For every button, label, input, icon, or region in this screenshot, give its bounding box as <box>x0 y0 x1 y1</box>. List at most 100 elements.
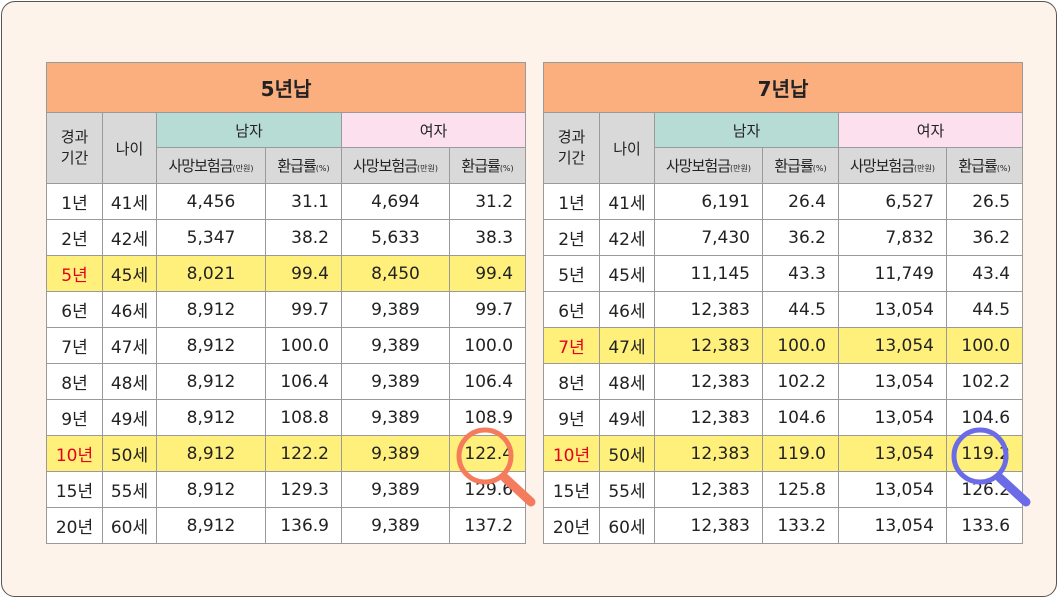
female-death-benefit-cell: 13,054 <box>838 435 947 472</box>
female-refund-rate-cell: 36.2 <box>945 219 1024 256</box>
table-title: 7년납 <box>542 62 1024 113</box>
age-cell: 48세 <box>102 363 157 400</box>
female-refund-rate-cell: 106.4 <box>448 363 527 400</box>
female-header: 여자 <box>340 112 527 148</box>
male-refund-rate-cell: 136.9 <box>265 507 342 544</box>
death-benefit-unit: (만원) <box>232 164 254 173</box>
refund-table-5yr: 5년납 경과 기간 나이 남자 여자 사망보험금(만원) 환급률(%) 사망보험… <box>45 62 527 544</box>
refund-rate-label: 환급률 <box>277 157 316 175</box>
age-cell: 41세 <box>599 183 655 220</box>
refund-rate-unit: (%) <box>812 164 827 173</box>
period-header: 경과 기간 <box>46 112 103 184</box>
age-cell: 41세 <box>102 183 157 220</box>
period-header-label: 경과 기간 <box>60 128 89 167</box>
male-refund-rate-cell: 26.4 <box>762 183 839 220</box>
male-death-benefit-cell: 12,383 <box>654 291 763 328</box>
magnifier-icon <box>951 427 1031 507</box>
death-benefit-header: 사망보험금(만원) <box>156 147 266 184</box>
period-cell: 5년 <box>46 255 103 292</box>
female-death-benefit-cell: 4,694 <box>341 183 450 220</box>
period-cell: 5년 <box>543 255 600 292</box>
magnifier-ring <box>951 427 1009 485</box>
period-cell: 15년 <box>543 471 600 508</box>
male-death-benefit-cell: 8,021 <box>156 255 266 292</box>
age-cell: 42세 <box>102 219 157 256</box>
female-death-benefit-cell: 13,054 <box>838 327 947 364</box>
male-refund-rate-cell: 104.6 <box>762 399 839 436</box>
magnifier-icon <box>456 427 536 507</box>
period-cell: 6년 <box>46 291 103 328</box>
female-death-benefit-cell: 7,832 <box>838 219 947 256</box>
period-cell: 20년 <box>543 507 600 544</box>
male-refund-rate-cell: 100.0 <box>762 327 839 364</box>
period-cell: 8년 <box>543 363 600 400</box>
male-death-benefit-cell: 8,912 <box>156 363 266 400</box>
female-death-benefit-cell: 13,054 <box>838 399 947 436</box>
female-death-benefit-cell: 13,054 <box>838 471 947 508</box>
magnifier-handle <box>995 473 1031 507</box>
age-cell: 49세 <box>102 399 157 436</box>
death-benefit-unit: (만원) <box>417 164 438 173</box>
table-row: 8년 48세 8,912 106.4 9,389 106.4 <box>46 363 527 400</box>
male-death-benefit-cell: 6,191 <box>654 183 763 220</box>
male-death-benefit-cell: 12,383 <box>654 507 763 544</box>
magnifier-ring <box>456 427 514 485</box>
period-cell: 20년 <box>46 507 103 544</box>
female-death-benefit-cell: 13,054 <box>838 507 947 544</box>
refund-rate-label: 환급률 <box>461 157 500 175</box>
male-refund-rate-cell: 99.7 <box>265 291 342 328</box>
period-cell: 2년 <box>543 219 600 256</box>
female-death-benefit-cell: 9,389 <box>341 471 450 508</box>
age-cell: 49세 <box>599 399 655 436</box>
female-refund-rate-cell: 129.6 <box>448 471 527 508</box>
table-row: 6년 46세 12,383 44.5 13,054 44.5 <box>543 291 1024 328</box>
age-cell: 60세 <box>102 507 157 544</box>
refund-rate-unit: (%) <box>499 164 514 173</box>
female-refund-rate-cell: 26.5 <box>945 183 1024 220</box>
table-row: 2년 42세 7,430 36.2 7,832 36.2 <box>543 219 1024 256</box>
age-cell: 47세 <box>102 327 157 364</box>
age-cell: 48세 <box>599 363 655 400</box>
age-cell: 45세 <box>599 255 655 292</box>
male-header: 남자 <box>654 112 839 148</box>
table-title: 5년납 <box>45 62 527 113</box>
female-refund-rate-cell: 133.6 <box>945 507 1024 544</box>
death-benefit-unit: (만원) <box>730 164 751 173</box>
female-death-benefit-cell: 9,389 <box>341 399 450 436</box>
male-death-benefit-cell: 12,383 <box>654 327 763 364</box>
male-refund-rate-cell: 119.0 <box>762 435 839 472</box>
death-benefit-header: 사망보험금(만원) <box>654 147 763 184</box>
table-row: 2년 42세 5,347 38.2 5,633 38.3 <box>46 219 527 256</box>
age-cell: 60세 <box>599 507 655 544</box>
death-benefit-label: 사망보험금 <box>353 157 418 175</box>
female-death-benefit-cell: 9,389 <box>341 435 450 472</box>
refund-rate-header: 환급률(%) <box>945 147 1024 184</box>
age-cell: 50세 <box>102 435 157 472</box>
period-cell: 15년 <box>46 471 103 508</box>
refund-rate-label: 환급률 <box>774 157 813 175</box>
female-refund-rate-cell: 137.2 <box>448 507 527 544</box>
female-death-benefit-cell: 9,389 <box>341 363 450 400</box>
age-cell: 46세 <box>599 291 655 328</box>
female-refund-rate-cell: 44.5 <box>945 291 1024 328</box>
female-death-benefit-cell: 9,389 <box>341 327 450 364</box>
male-death-benefit-cell: 8,912 <box>156 399 266 436</box>
table-row: 5년 45세 8,021 99.4 8,450 99.4 <box>46 255 527 292</box>
female-refund-rate-cell: 100.0 <box>945 327 1024 364</box>
female-death-benefit-cell: 9,389 <box>341 507 450 544</box>
male-death-benefit-cell: 7,430 <box>654 219 763 256</box>
table-row: 15년 55세 8,912 129.3 9,389 129.6 <box>46 471 527 508</box>
table-row: 7년 47세 12,383 100.0 13,054 100.0 <box>543 327 1024 364</box>
period-cell: 7년 <box>46 327 103 364</box>
death-benefit-label: 사망보험금 <box>168 157 234 175</box>
male-death-benefit-cell: 8,912 <box>156 507 266 544</box>
female-refund-rate-cell: 99.4 <box>448 255 527 292</box>
table-row: 10년 50세 8,912 122.2 9,389 122.4 <box>46 435 527 472</box>
male-refund-rate-cell: 36.2 <box>762 219 839 256</box>
table-row: 5년 45세 11,145 43.3 11,749 43.4 <box>543 255 1024 292</box>
period-cell: 10년 <box>46 435 103 472</box>
age-cell: 45세 <box>102 255 157 292</box>
female-death-benefit-cell: 13,054 <box>838 291 947 328</box>
male-death-benefit-cell: 8,912 <box>156 435 266 472</box>
period-cell: 1년 <box>543 183 600 220</box>
